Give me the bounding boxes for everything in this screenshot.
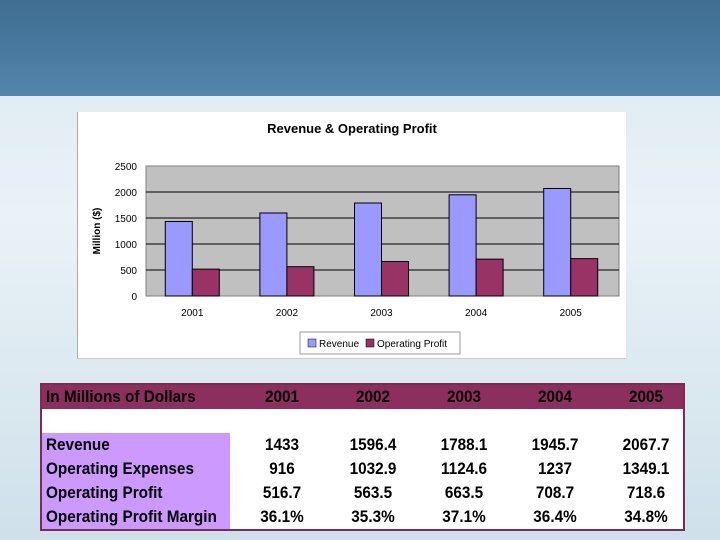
x-tick-label: 2002 <box>276 308 299 319</box>
table-year-header: 2004 <box>537 387 573 406</box>
table-cell-value: 34.8% <box>624 507 668 526</box>
legend-label-profit: Operating Profit <box>377 339 447 350</box>
table-header-row <box>42 385 683 409</box>
table-row-label: Operating Profit <box>46 483 163 502</box>
profit-bar <box>191 268 220 297</box>
legend-swatch-profit <box>365 338 375 348</box>
revenue-bar <box>259 212 288 297</box>
legend-box <box>299 331 461 355</box>
table-row-label: Operating Profit Margin <box>46 507 217 526</box>
table-cell-value: 1945.7 <box>531 435 579 454</box>
table-year-header: 2002 <box>355 387 391 406</box>
chart-panel: Revenue & Operating Profit 0 500 1000 1500 20… <box>77 112 626 359</box>
table-cell-value: 36.1% <box>260 507 304 526</box>
profit-bar <box>286 266 315 297</box>
y-tick-label: 1500 <box>115 214 138 225</box>
profit-bar <box>570 258 599 297</box>
table-year-header: 2005 <box>628 387 664 406</box>
financial-table: In Millions of Dollars 2001 2002 2003 2004 20… <box>40 383 685 531</box>
header-band <box>0 0 720 96</box>
table-cell-value: 1788.1 <box>440 435 488 454</box>
revenue-bar <box>543 187 572 297</box>
table-cell-value: 1032.9 <box>349 459 397 478</box>
x-tick-label: 2001 <box>181 308 204 319</box>
chart-title: Revenue & Operating Profit <box>267 121 437 136</box>
y-tick-label: 2000 <box>115 188 138 199</box>
row-label-column <box>42 433 230 529</box>
table-cell-value: 663.5 <box>444 483 484 502</box>
y-axis-label: Million ($) <box>92 208 103 255</box>
table-cell-value: 2067.7 <box>622 435 670 454</box>
revenue-bar <box>354 202 382 297</box>
table-cell-value: 1237 <box>537 459 573 478</box>
x-tick-label: 2003 <box>370 308 393 319</box>
table-cell-value: 35.3% <box>351 507 395 526</box>
revenue-bar <box>448 194 477 297</box>
table-cell-value: 37.1% <box>442 507 486 526</box>
revenue-profit-chart: Revenue & Operating Profit 0 500 1000 1500 20… <box>92 121 620 355</box>
revenue-bar <box>164 220 193 297</box>
table-row-label: Revenue <box>46 435 110 454</box>
y-tick-label: 0 <box>131 292 137 303</box>
table-cell-value: 1433 <box>264 435 300 454</box>
table-cell-value: 916 <box>269 459 295 478</box>
y-tick-label: 1000 <box>115 240 138 251</box>
legend-swatch-revenue <box>307 338 317 348</box>
table-cell-value: 563.5 <box>353 483 393 502</box>
table-cell-value: 708.7 <box>535 483 575 502</box>
legend-label-revenue: Revenue <box>319 339 359 350</box>
x-tick-label: 2004 <box>465 308 488 319</box>
table-cell-value: 1349.1 <box>622 459 670 478</box>
table-cell-value: 1124.6 <box>441 459 487 478</box>
table-year-header: 2001 <box>264 387 300 406</box>
table-row-label: Operating Expenses <box>46 459 194 478</box>
y-tick-label: 500 <box>120 266 137 277</box>
x-tick-label: 2005 <box>560 308 583 319</box>
table-cell-value: 718.6 <box>626 483 666 502</box>
table-cell-value: 36.4% <box>533 507 577 526</box>
profit-bar <box>475 258 504 297</box>
table-cell-value: 1596.4 <box>349 435 397 454</box>
table-year-header: 2003 <box>446 387 482 406</box>
table-header-label: In Millions of Dollars <box>46 387 196 406</box>
y-tick-label: 2500 <box>115 162 138 173</box>
table-cell-value: 516.7 <box>262 483 302 502</box>
profit-bar <box>381 260 409 297</box>
